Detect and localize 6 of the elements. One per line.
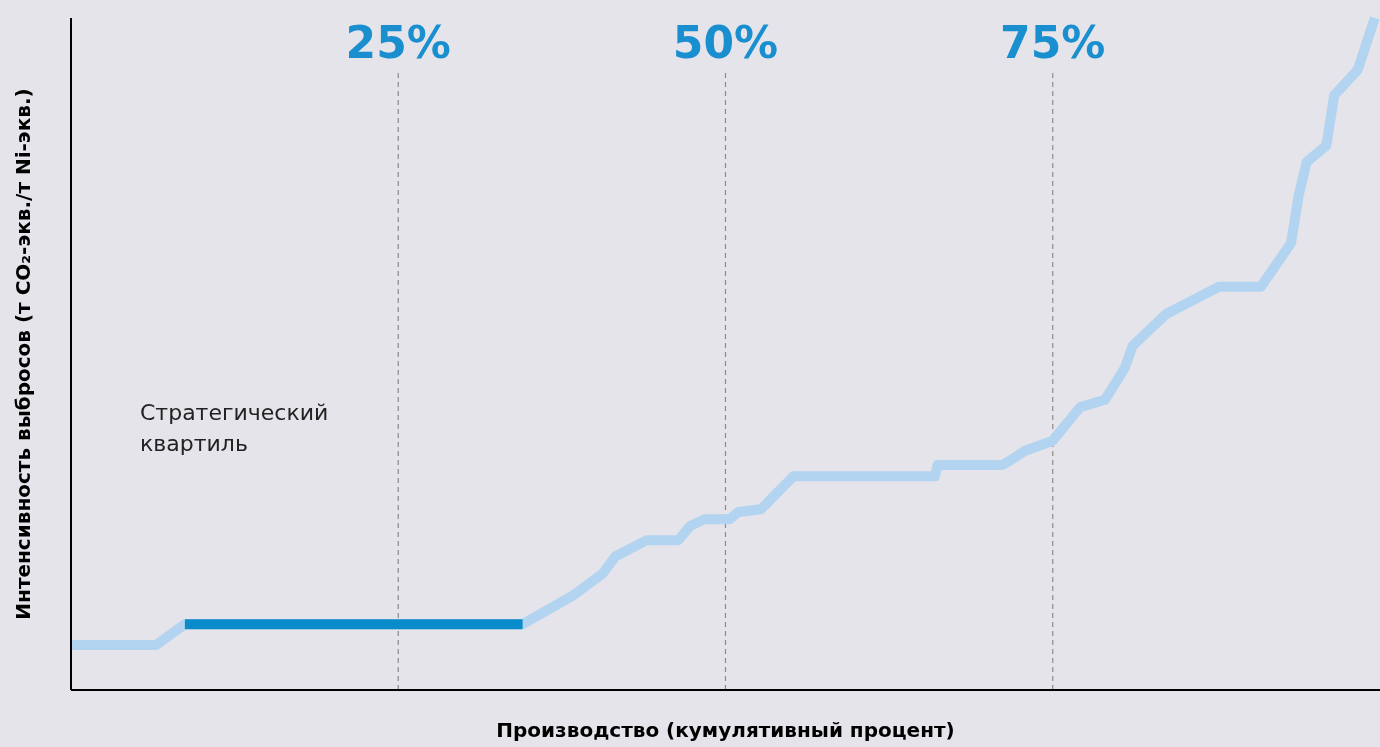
x-axis-title: Производство (кумулятивный процент) xyxy=(496,718,955,742)
x-tick-label: 75% xyxy=(1000,17,1106,68)
annotation: Стратегический квартиль xyxy=(140,400,329,456)
y-axis-title: Интенсивность выбросов (т CO₂-экв./т Ni-экв.) xyxy=(11,88,35,620)
x-tick-label: 50% xyxy=(672,17,779,68)
x-tick-label: 25% xyxy=(345,17,451,68)
